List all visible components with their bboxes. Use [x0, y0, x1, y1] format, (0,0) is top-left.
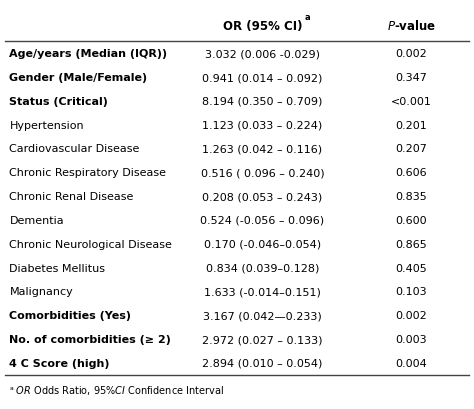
Text: 0.524 (-0.056 – 0.096): 0.524 (-0.056 – 0.096): [201, 216, 325, 225]
Text: Dementia: Dementia: [9, 216, 64, 225]
Text: 3.167 (0.042—0.233): 3.167 (0.042—0.233): [203, 310, 322, 320]
Text: 0.170 (-0.046–0.054): 0.170 (-0.046–0.054): [204, 239, 321, 249]
Text: 2.972 (0.027 – 0.133): 2.972 (0.027 – 0.133): [202, 334, 323, 344]
Text: Chronic Renal Disease: Chronic Renal Disease: [9, 192, 134, 202]
Text: 0.516 ( 0.096 – 0.240): 0.516 ( 0.096 – 0.240): [201, 168, 324, 178]
Text: Hypertension: Hypertension: [9, 120, 84, 130]
Text: Diabetes Mellitus: Diabetes Mellitus: [9, 263, 105, 273]
Text: 4 C Score (high): 4 C Score (high): [9, 358, 110, 368]
Text: 0.201: 0.201: [395, 120, 427, 130]
Text: 1.263 (0.042 – 0.116): 1.263 (0.042 – 0.116): [202, 144, 323, 154]
Text: 3.032 (0.006 -0.029): 3.032 (0.006 -0.029): [205, 49, 320, 59]
Text: Status (Critical): Status (Critical): [9, 97, 108, 107]
Text: 0.405: 0.405: [395, 263, 427, 273]
Text: 0.834 (0.039–0.128): 0.834 (0.039–0.128): [206, 263, 319, 273]
Text: Age/years (Median (IQR)): Age/years (Median (IQR)): [9, 49, 167, 59]
Text: 0.606: 0.606: [395, 168, 427, 178]
Text: 0.002: 0.002: [395, 310, 427, 320]
Text: a: a: [304, 13, 310, 22]
Text: 1.633 (-0.014–0.151): 1.633 (-0.014–0.151): [204, 287, 321, 297]
Text: 0.208 (0.053 – 0.243): 0.208 (0.053 – 0.243): [202, 192, 323, 202]
Text: 0.103: 0.103: [395, 287, 427, 297]
Text: 8.194 (0.350 – 0.709): 8.194 (0.350 – 0.709): [202, 97, 323, 107]
Text: 0.835: 0.835: [395, 192, 427, 202]
Text: 2.894 (0.010 – 0.054): 2.894 (0.010 – 0.054): [202, 358, 323, 368]
Text: 1.123 (0.033 – 0.224): 1.123 (0.033 – 0.224): [202, 120, 323, 130]
Text: 0.004: 0.004: [395, 358, 427, 368]
Text: 0.003: 0.003: [395, 334, 427, 344]
Text: 0.941 (0.014 – 0.092): 0.941 (0.014 – 0.092): [202, 73, 323, 83]
Text: $\it{P}$-value: $\it{P}$-value: [386, 19, 436, 33]
Text: 0.865: 0.865: [395, 239, 427, 249]
Text: Cardiovascular Disease: Cardiovascular Disease: [9, 144, 140, 154]
Text: 0.002: 0.002: [395, 49, 427, 59]
Text: Gender (Male/Female): Gender (Male/Female): [9, 73, 147, 83]
Text: 0.600: 0.600: [395, 216, 427, 225]
Text: Malignancy: Malignancy: [9, 287, 73, 297]
Text: 0.347: 0.347: [395, 73, 427, 83]
Text: Comorbidities (Yes): Comorbidities (Yes): [9, 310, 131, 320]
Text: ᵃ $\it{OR}$ Odds Ratio, 95%$\it{CI}$ Confidence Interval: ᵃ $\it{OR}$ Odds Ratio, 95%$\it{CI}$ Con…: [9, 383, 224, 396]
Text: Chronic Respiratory Disease: Chronic Respiratory Disease: [9, 168, 166, 178]
Text: <0.001: <0.001: [391, 97, 432, 107]
Text: 0.207: 0.207: [395, 144, 427, 154]
Text: OR (95% CI): OR (95% CI): [223, 20, 302, 33]
Text: No. of comorbidities (≥ 2): No. of comorbidities (≥ 2): [9, 334, 171, 344]
Text: Chronic Neurological Disease: Chronic Neurological Disease: [9, 239, 172, 249]
